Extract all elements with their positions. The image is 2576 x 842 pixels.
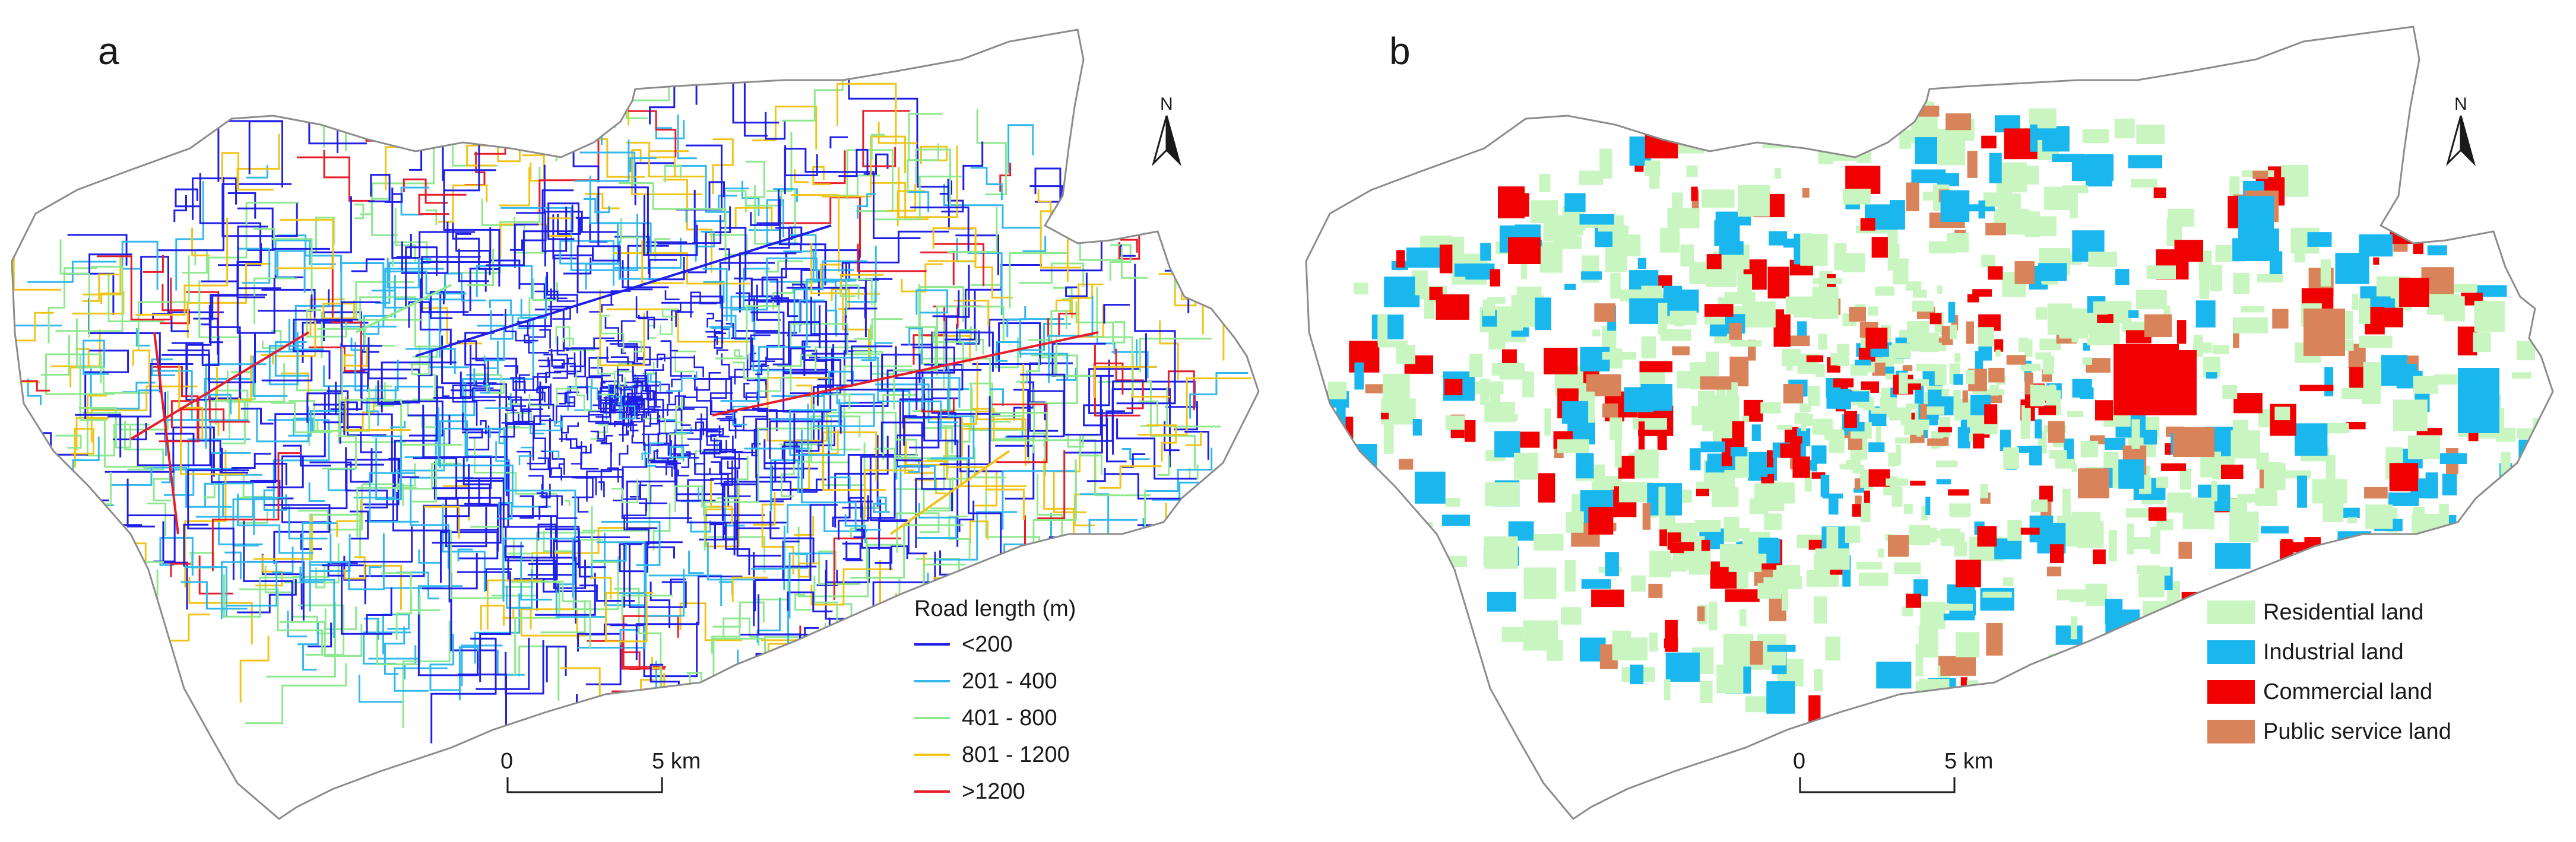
legend-swatch [2207,680,2255,704]
legend-label: <200 [962,632,1013,657]
legend-title: Road length (m) [914,596,1076,621]
legend-swatch [2207,600,2255,624]
panel-b-land-use-map: b N Residential land Industrial land Comme… [1305,26,2554,820]
road-network [12,36,1259,786]
north-arrow-icon: N [1152,94,1181,167]
panel-label-b: b [1389,30,1411,72]
legend-label: Residential land [2263,600,2423,625]
scale-end-label: 5 km [652,749,701,774]
legend-label: Public service land [2263,719,2451,744]
scale-bar: 0 5 km [1793,749,1993,793]
legend-label: Commercial land [2263,679,2432,704]
legend-label: 401 - 800 [962,706,1057,730]
panel-a-road-map: a N Road length (m) <200 201 - 400 401 - 8… [11,28,1260,820]
svg-text:N: N [2454,94,2467,114]
scale-start-label: 0 [1793,749,1805,774]
legend-label: >1200 [962,779,1025,804]
panel-label-a: a [98,30,119,72]
legend-label: 801 - 1200 [962,742,1070,767]
north-arrow-icon: N [2446,94,2476,167]
scale-end-label: 5 km [1944,749,1993,774]
scale-start-label: 0 [500,749,513,774]
legend-swatch [2207,720,2255,743]
legend-label: 201 - 400 [962,669,1057,694]
city-boundary [1305,26,2554,820]
road-length-legend: Road length (m) <200 201 - 400 401 - 800 80… [914,596,1076,804]
svg-text:N: N [1160,94,1173,114]
city-boundary [11,28,1260,820]
land-use-legend: Residential land Industrial land Commercia… [2207,600,2451,744]
legend-swatch [2207,640,2255,664]
scale-bar: 0 5 km [500,749,701,793]
legend-label: Industrial land [2263,640,2404,665]
land-use-parcels [1315,101,2553,722]
